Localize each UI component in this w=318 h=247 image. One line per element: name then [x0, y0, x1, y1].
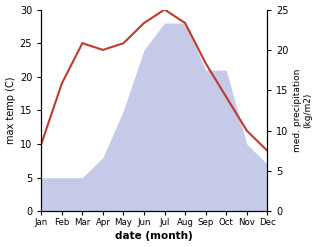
Y-axis label: med. precipitation
(kg/m2): med. precipitation (kg/m2): [293, 69, 313, 152]
X-axis label: date (month): date (month): [115, 231, 193, 242]
Y-axis label: max temp (C): max temp (C): [5, 77, 16, 144]
